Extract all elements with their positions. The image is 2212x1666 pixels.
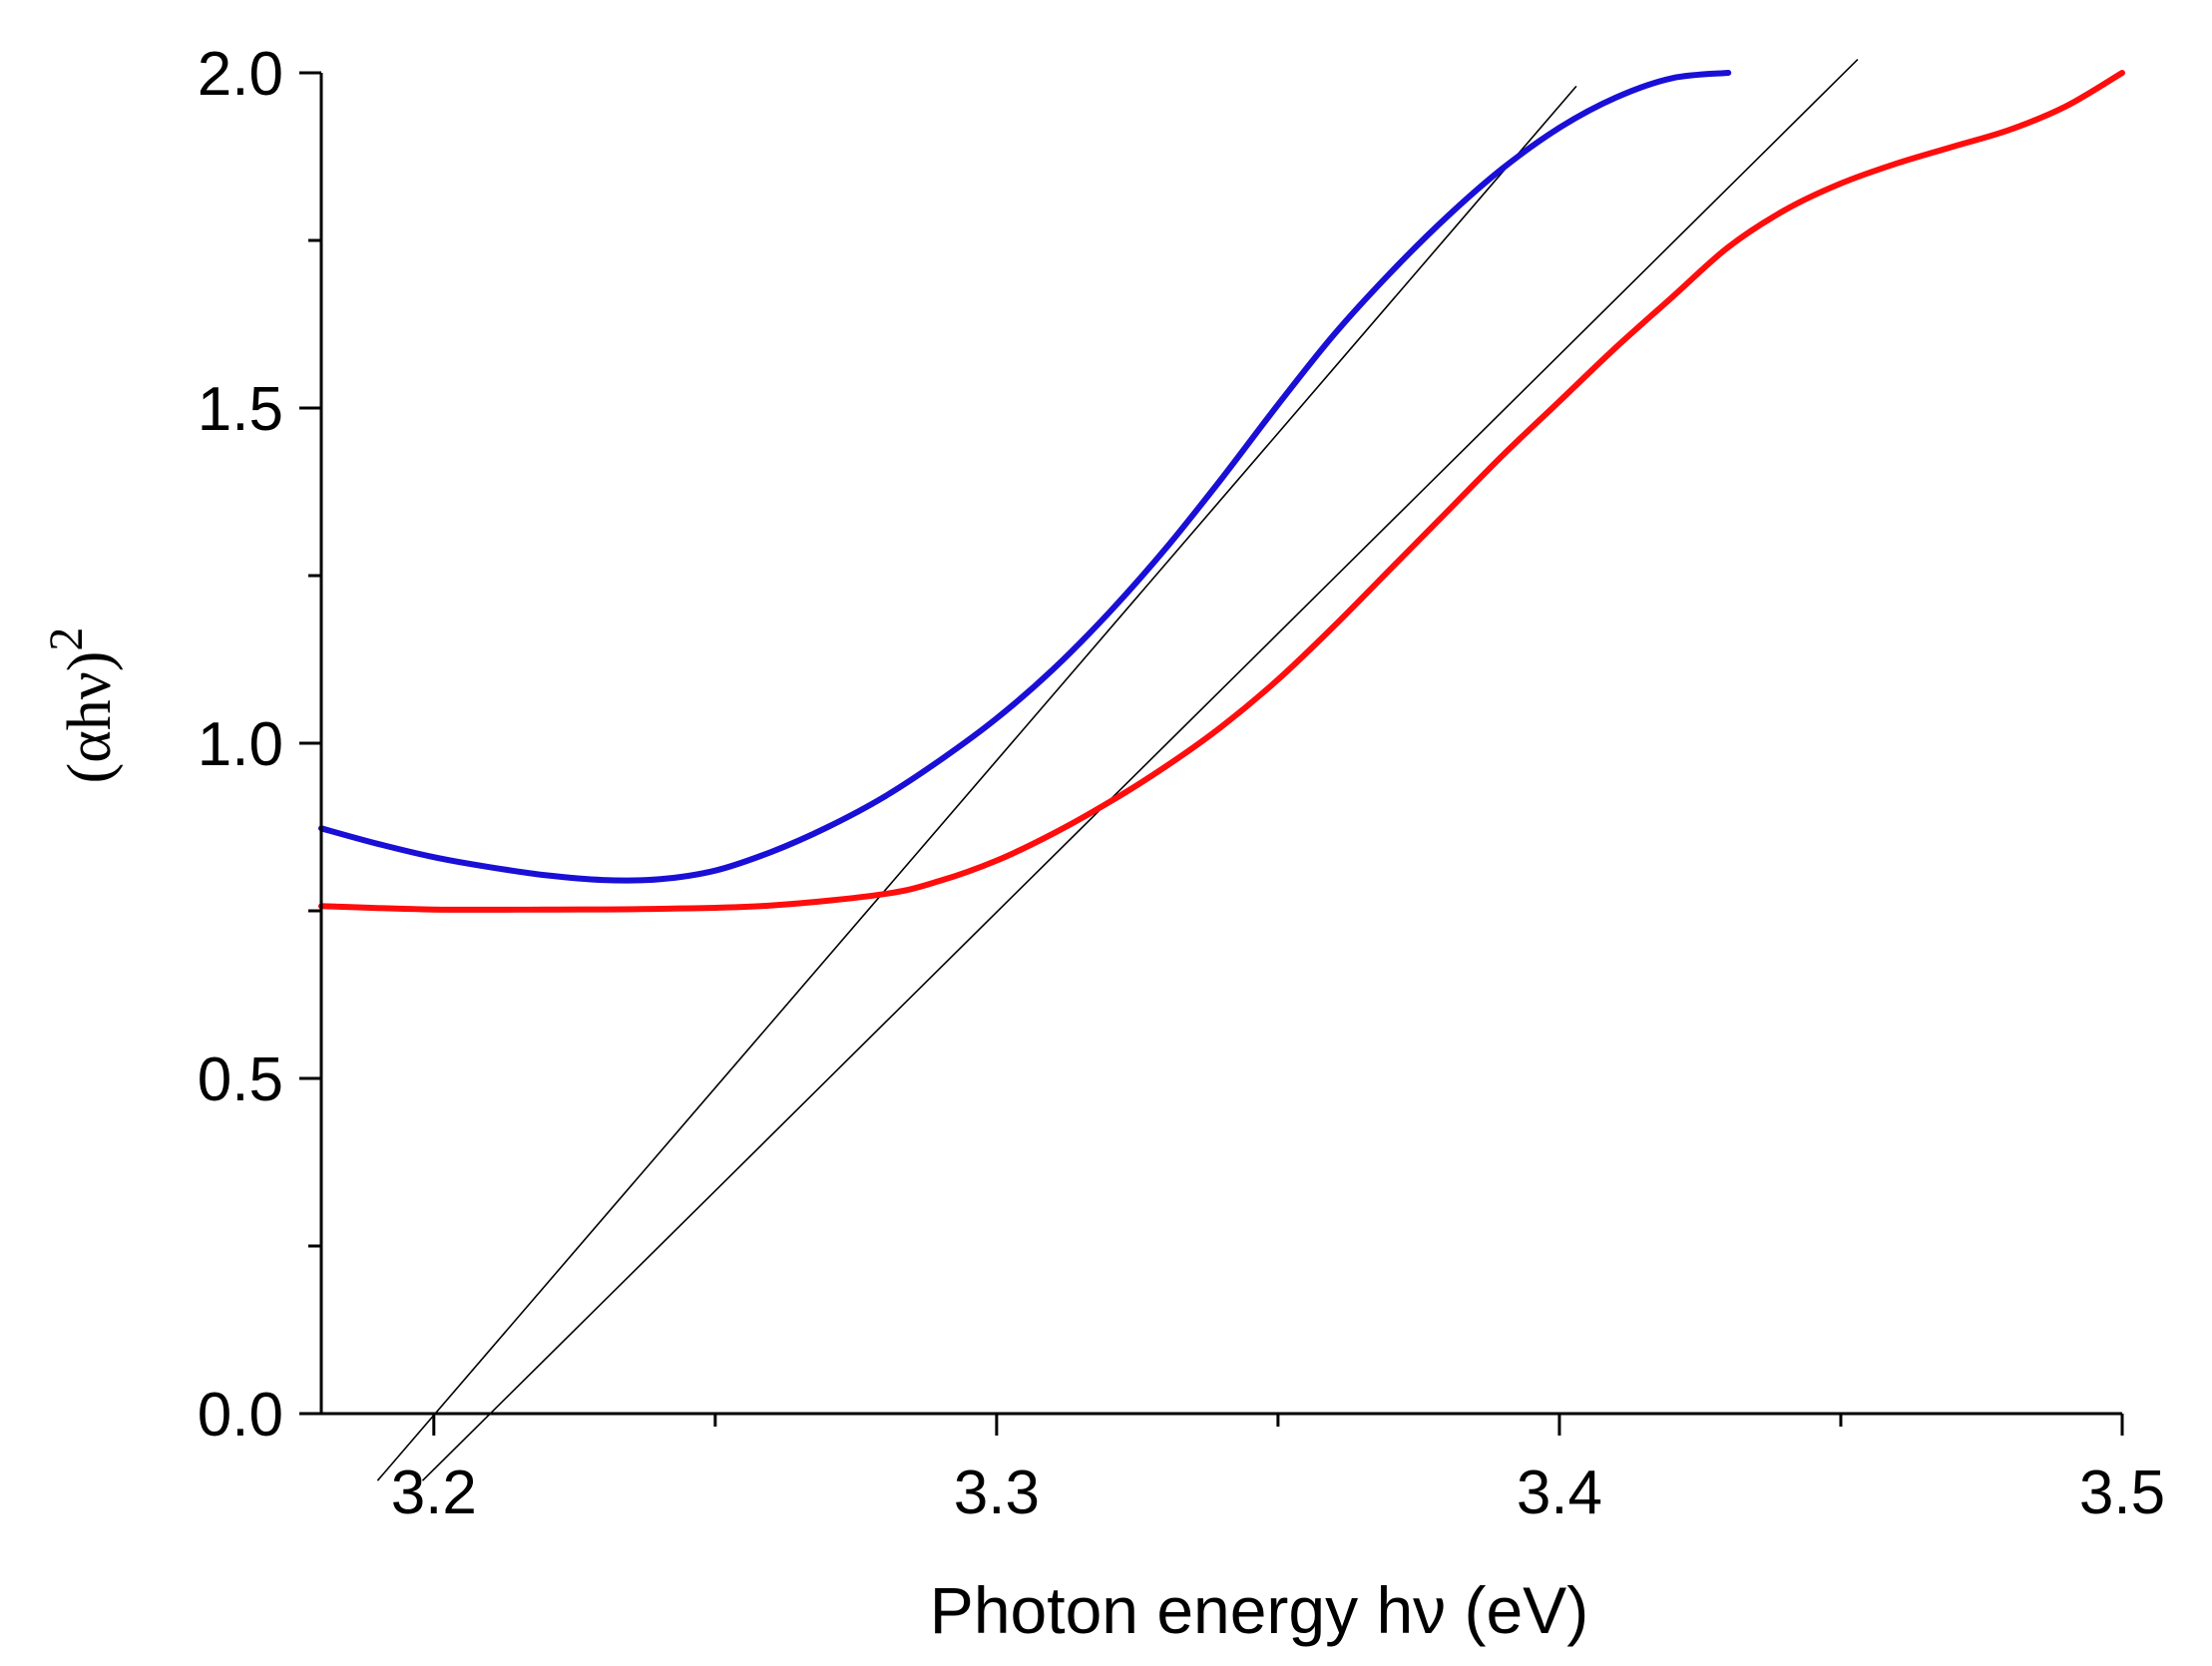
plot-area <box>318 59 2125 1481</box>
blue-tangent-line <box>376 85 1577 1481</box>
y-tick-label: 1.0 <box>198 710 283 779</box>
x-tick-label: 3.2 <box>391 1458 477 1527</box>
ticks: 3.2 3.3 3.4 3.5 0.0 0.5 1.0 1.5 2.0 <box>198 40 2165 1527</box>
y-tick-label: 2.0 <box>198 40 283 109</box>
series-blue-line <box>318 70 1732 884</box>
x-axis-title: Photon energy hν (eV) <box>930 1573 1588 1647</box>
series-red-line <box>318 70 2125 913</box>
y-axis-title-base: (αhν) <box>56 651 124 784</box>
y-axis-title: (αhν)2 <box>40 627 124 784</box>
labels: Photon energy hν (eV) (αhν)2 <box>40 627 1588 1647</box>
x-tick-label: 3.5 <box>2079 1458 2165 1527</box>
x-tick-label: 3.3 <box>954 1458 1040 1527</box>
y-tick-label: 0.0 <box>198 1381 283 1450</box>
y-axis-title-superscript: 2 <box>40 627 93 651</box>
axes <box>319 73 2122 1416</box>
red-tangent-line <box>421 59 1859 1481</box>
y-tick-label: 1.5 <box>198 375 283 444</box>
y-tick-label: 0.5 <box>198 1045 283 1114</box>
x-tick-label: 3.4 <box>1517 1458 1602 1527</box>
